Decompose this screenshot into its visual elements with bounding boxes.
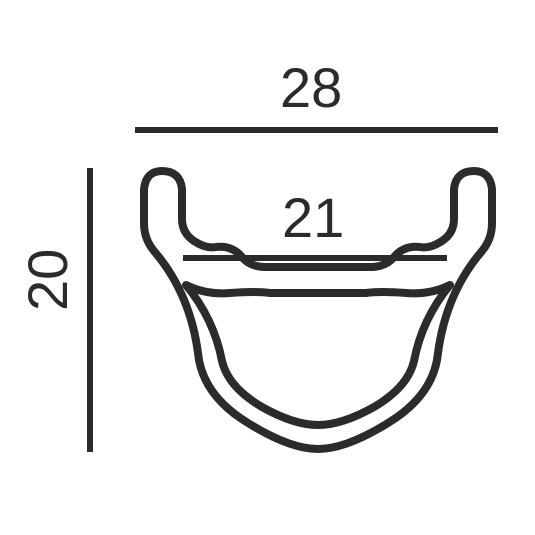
outer-width-dimension-line (135, 127, 498, 133)
outer-width-label: 28 (280, 60, 342, 116)
height-label: 20 (20, 249, 76, 311)
rim-cross-section-icon (130, 165, 505, 460)
profile-outer-path (144, 171, 492, 449)
height-dimension-line (87, 168, 93, 452)
diagram-stage: 28 20 21 (0, 0, 535, 535)
